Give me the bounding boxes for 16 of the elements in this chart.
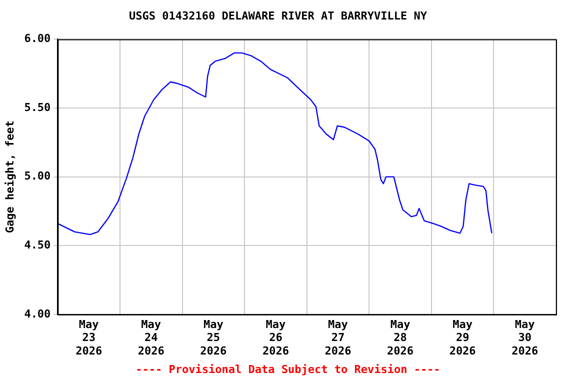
y-tick-label: 5.50 [24,100,51,114]
y-tick-label: 4.00 [24,307,51,320]
x-tick-label: May 25 2026 [200,318,228,358]
x-tick-label: May 26 2026 [262,318,290,358]
y-tick-label: 6.00 [24,32,51,46]
text: ---- Provisional Data Subject to Revision ---- [134,362,442,378]
y-axis-title: Gage height, feet [3,120,16,234]
x-tick-label: May 30 2026 [512,318,538,358]
x-tick-label: May 27 2026 [324,318,352,358]
x-tick-label: May 24 2026 [138,318,165,358]
x-tick-label: May 23 2026 [76,318,102,358]
y-tick-label: 4.50 [24,238,51,252]
x-tick-label: May 29 2026 [449,318,476,358]
chart-title: USGS 01432160 DELAWARE RIVER AT BARRYVILLE NY [128,9,428,22]
x-tick-label: May 28 2026 [387,318,414,358]
y-tick-label: 5.00 [24,170,51,183]
